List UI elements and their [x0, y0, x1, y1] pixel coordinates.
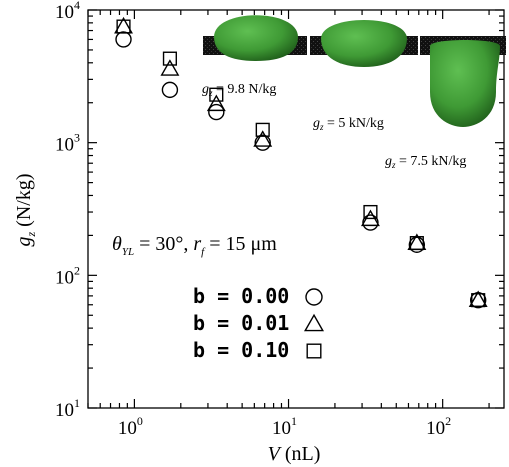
legend-label: b = 0.10 [193, 338, 289, 362]
y-tick-label: 104 [55, 0, 80, 23]
y-axis: 101 102 103 104 [55, 0, 504, 421]
data-point-circle [115, 31, 132, 48]
x-axis: 100 101 102 [87, 10, 490, 439]
legend-marker-square [306, 343, 322, 359]
annotation-gravity-2: gz = 5 kN/kg [313, 116, 384, 132]
y-tick-label: 102 [55, 263, 80, 288]
condition-label: θYL = 30°, rf = 15 μm [112, 233, 277, 258]
data-point-square [116, 19, 131, 34]
data-point-circle [254, 134, 271, 151]
annotation-gravity-1: gz = 9.8 N/kg [202, 82, 276, 98]
legend-marker-triangle [303, 313, 325, 332]
legend: b = 0.00 b = 0.01 b = 0.10 [193, 284, 325, 362]
data-point-triangle [160, 59, 180, 76]
data-point-circle [362, 214, 379, 231]
data-markers [114, 16, 488, 309]
data-point-square [162, 51, 177, 66]
y-axis-label: gz (N/kg) [13, 174, 38, 247]
x-axis-label: V (nL) [268, 443, 321, 465]
data-point-square [255, 122, 270, 137]
droplet-image-2 [310, 20, 418, 67]
data-point-triangle [253, 130, 273, 147]
legend-marker-circle [305, 288, 323, 306]
data-point-square [363, 204, 378, 220]
data-point-circle [161, 81, 179, 99]
y-tick-label: 101 [55, 396, 80, 421]
droplet-images [203, 15, 506, 127]
x-tick-label: 100 [118, 414, 143, 439]
data-point-square [209, 87, 224, 102]
droplet-image-1 [203, 15, 307, 61]
y-tick-label: 103 [55, 131, 80, 156]
legend-label: b = 0.00 [193, 284, 289, 308]
legend-label: b = 0.01 [193, 311, 289, 335]
droplet-image-3 [420, 36, 506, 127]
data-point-square [471, 293, 486, 308]
data-point-square [409, 236, 424, 251]
x-tick-label: 102 [426, 414, 451, 439]
data-point-triangle [206, 94, 226, 112]
x-tick-label: 101 [272, 414, 297, 439]
annotation-gravity-3: gz = 7.5 kN/kg [385, 154, 466, 170]
plot-frame [87, 9, 505, 409]
data-point-circle [208, 103, 225, 121]
